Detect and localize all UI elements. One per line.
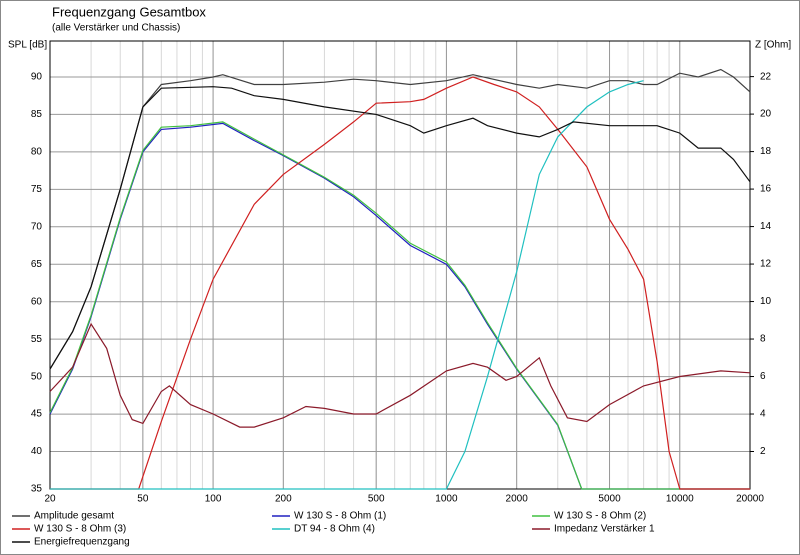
series-line — [50, 76, 750, 490]
x-tick-label: 2000 — [506, 494, 529, 505]
y-tick-label: 40 — [31, 446, 43, 457]
series-line — [49, 86, 751, 370]
x-tick-label: 20 — [44, 494, 56, 505]
series-line — [50, 80, 644, 490]
x-tick-label: 100 — [205, 494, 222, 505]
y2-tick-label: 6 — [760, 371, 766, 382]
series-line — [49, 322, 751, 428]
x-tick-label: 10000 — [666, 494, 694, 505]
series-line — [49, 68, 751, 370]
y-tick-label: 75 — [31, 184, 43, 195]
y2-tick-label: 14 — [760, 221, 772, 232]
y2-tick-label: 4 — [760, 409, 766, 420]
y-tick-label: 60 — [31, 296, 43, 307]
y-tick-label: 70 — [31, 221, 43, 232]
x-tick-label: 1000 — [435, 494, 458, 505]
y2-axis-label: Z [Ohm] — [755, 40, 791, 51]
y-axis-label: SPL [dB] — [8, 40, 47, 51]
x-tick-label: 20000 — [736, 494, 764, 505]
y-tick-label: 55 — [31, 334, 43, 345]
x-tick-label: 500 — [368, 494, 385, 505]
y2-tick-label: 22 — [760, 71, 772, 82]
y2-tick-label: 2 — [760, 446, 766, 457]
y2-tick-label: 12 — [760, 259, 772, 270]
legend-label: Amplitude gesamt — [34, 511, 114, 522]
legend-label: Energiefrequenzgang — [34, 537, 130, 548]
legend-label: W 130 S - 8 Ohm (3) — [34, 524, 126, 535]
y-tick-label: 50 — [31, 371, 43, 382]
legend-label: W 130 S - 8 Ohm (1) — [294, 511, 386, 522]
y-tick-label: 90 — [31, 72, 43, 83]
y2-tick-label: 18 — [760, 146, 772, 157]
y-tick-label: 65 — [31, 259, 43, 270]
y-tick-label: 45 — [31, 409, 43, 420]
chart-title: Frequenzgang Gesamtbox — [52, 4, 206, 19]
y2-tick-label: 16 — [760, 184, 772, 195]
x-tick-label: 200 — [275, 494, 292, 505]
y-tick-label: 85 — [31, 109, 43, 120]
x-tick-label: 5000 — [598, 494, 621, 505]
y2-tick-label: 8 — [760, 334, 766, 345]
y2-tick-label: 10 — [760, 296, 772, 307]
series-line — [49, 121, 750, 490]
y-tick-label: 80 — [31, 147, 43, 158]
chart-subtitle: (alle Verstärker und Chassis) — [52, 23, 180, 34]
x-tick-label: 50 — [137, 494, 149, 505]
legend-label: Impedanz Verstärker 1 — [554, 524, 655, 535]
legend-label: W 130 S - 8 Ohm (2) — [554, 511, 646, 522]
y-tick-label: 35 — [31, 484, 43, 495]
y2-tick-label: 20 — [760, 109, 772, 120]
legend-label: DT 94 - 8 Ohm (4) — [294, 524, 375, 535]
